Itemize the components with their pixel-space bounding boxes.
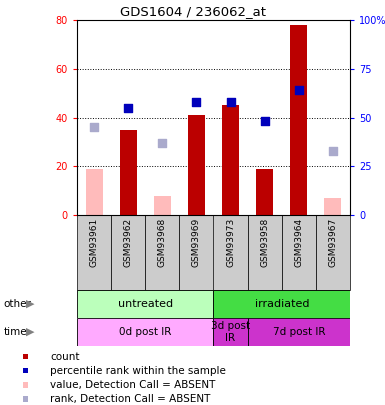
Bar <box>179 215 214 290</box>
Bar <box>282 215 316 290</box>
Text: GDS1604 / 236062_at: GDS1604 / 236062_at <box>119 5 266 18</box>
Bar <box>154 196 171 215</box>
Bar <box>120 130 137 215</box>
Text: percentile rank within the sample: percentile rank within the sample <box>50 366 226 376</box>
Text: GSM93967: GSM93967 <box>328 218 337 267</box>
Bar <box>214 290 350 318</box>
Text: GSM93969: GSM93969 <box>192 218 201 267</box>
Point <box>296 87 302 94</box>
Point <box>330 147 336 154</box>
Text: GSM93964: GSM93964 <box>294 218 303 267</box>
Bar <box>248 215 282 290</box>
Text: 0d post IR: 0d post IR <box>119 327 171 337</box>
Bar <box>77 290 214 318</box>
Text: ▶: ▶ <box>26 327 35 337</box>
Text: 7d post IR: 7d post IR <box>273 327 325 337</box>
Bar <box>290 25 307 215</box>
Bar <box>23 368 28 373</box>
Text: time: time <box>3 327 27 337</box>
Text: GSM93973: GSM93973 <box>226 218 235 267</box>
Text: ▶: ▶ <box>26 299 35 309</box>
Bar <box>214 215 248 290</box>
Text: GSM93958: GSM93958 <box>260 218 269 267</box>
Bar <box>145 215 179 290</box>
Text: GSM93968: GSM93968 <box>158 218 167 267</box>
Point <box>228 99 234 105</box>
Point <box>91 124 97 130</box>
Text: GSM93961: GSM93961 <box>90 218 99 267</box>
Bar <box>77 318 214 346</box>
Bar <box>188 115 205 215</box>
Bar <box>23 396 28 402</box>
Text: GSM93962: GSM93962 <box>124 218 133 267</box>
Bar <box>23 382 28 388</box>
Bar <box>111 215 145 290</box>
Bar <box>222 105 239 215</box>
Text: value, Detection Call = ABSENT: value, Detection Call = ABSENT <box>50 380 216 390</box>
Text: rank, Detection Call = ABSENT: rank, Detection Call = ABSENT <box>50 394 211 404</box>
Text: irradiated: irradiated <box>254 299 309 309</box>
Bar <box>77 215 111 290</box>
Text: other: other <box>3 299 31 309</box>
Point <box>125 104 131 111</box>
Text: count: count <box>50 352 80 362</box>
Bar <box>325 198 341 215</box>
Bar <box>316 215 350 290</box>
Text: 3d post
IR: 3d post IR <box>211 321 250 343</box>
Point <box>262 118 268 125</box>
Bar <box>248 318 350 346</box>
Bar <box>214 318 248 346</box>
Text: untreated: untreated <box>118 299 173 309</box>
Bar <box>23 354 28 359</box>
Bar <box>256 169 273 215</box>
Point <box>159 140 166 146</box>
Point <box>193 99 199 105</box>
Bar <box>85 169 102 215</box>
